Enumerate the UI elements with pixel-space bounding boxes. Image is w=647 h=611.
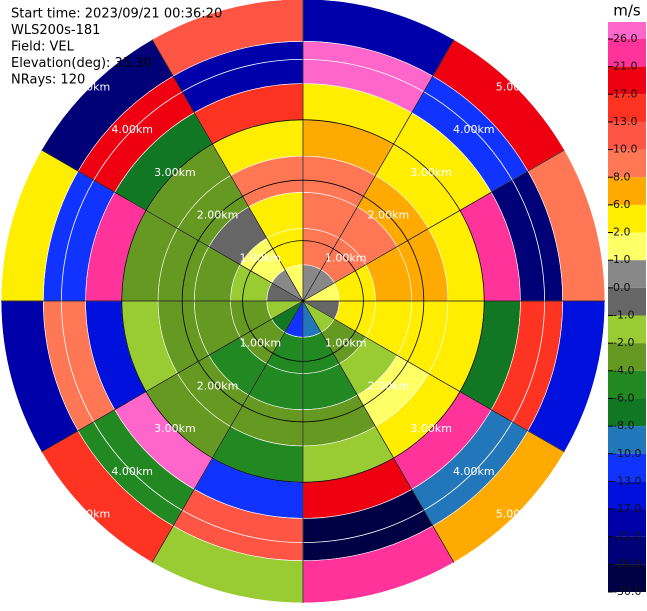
colorbar-label: -1.0	[613, 309, 634, 322]
colorbar-label: -8.0	[613, 419, 634, 432]
ring-label: 3.00km	[154, 422, 196, 435]
colorbar-bin	[608, 453, 646, 482]
colorbar-label: 8.0	[613, 170, 631, 183]
ring-label: 2.00km	[368, 379, 410, 392]
ring-label: 3.00km	[410, 166, 452, 179]
header-line: Start time: 2023/09/21 00:36:20	[11, 7, 222, 22]
colorbar-bin	[608, 370, 646, 399]
azimuth-line	[302, 300, 565, 453]
ring-label: 5.00km	[69, 508, 111, 521]
colorbar-title: m/s	[613, 2, 641, 20]
ring-label: 1.00km	[325, 337, 367, 350]
azimuth-line	[302, 300, 455, 563]
colorbar-bin	[608, 564, 646, 592]
colorbar-label: 2.0	[613, 226, 631, 239]
ring-label: 4.00km	[453, 465, 495, 478]
azimuth-line	[302, 149, 565, 302]
colorbar-bin	[608, 177, 646, 205]
annotations: 1.00km 1.00km 1.00km 1.00km 2.00km 2.00km 2.00…	[11, 7, 537, 521]
ring-label: 4.00km	[111, 123, 153, 136]
colorbar-label: -17.0	[613, 502, 641, 515]
ring-label: 5.00km	[69, 80, 111, 93]
colorbar-label: 10.0	[613, 143, 638, 156]
ring-label: 2.00km	[368, 209, 410, 222]
ring-label: 1.00km	[240, 337, 282, 350]
ring-label: 3.00km	[410, 422, 452, 435]
colorbar-bin	[608, 232, 646, 261]
colorbar-bin	[608, 94, 646, 122]
colorbar-label: 6.0	[613, 198, 631, 211]
colorbar-label: 17.0	[613, 87, 638, 100]
azimuth-line	[302, 39, 455, 302]
colorbar-label: -4.0	[613, 364, 634, 377]
colorbar-bin	[608, 426, 646, 454]
colorbar-bin	[608, 39, 646, 67]
colorbar-bin	[608, 481, 646, 510]
colorbar-label: -2.0	[613, 336, 634, 349]
colorbar-label: 26.0	[613, 32, 638, 45]
ring-label: 2.00km	[197, 379, 239, 392]
azimuth-line	[41, 300, 304, 453]
ring-label: 4.00km	[453, 123, 495, 136]
colorbar-bin	[608, 22, 646, 39]
colorbar-bin	[608, 66, 646, 95]
azimuth-line	[151, 300, 304, 563]
ring-label: 1.00km	[325, 251, 367, 264]
colorbar-label: -6.0	[613, 391, 634, 404]
colorbar-label: 1.0	[613, 253, 631, 266]
ring-label: 4.00km	[111, 465, 153, 478]
polar-grid	[0, 0, 606, 604]
colorbar-label: -10.0	[613, 447, 641, 460]
colorbar-label: -26.0	[613, 557, 641, 570]
colorbar-label: 21.0	[613, 60, 638, 73]
colorbar-bin	[608, 343, 646, 371]
colorbar: m/s 26.0 21.0 17.0 13.0 10.0 8.0 6.0 2.0 1.0 0.0 -1…	[608, 2, 646, 598]
colorbar-bin	[608, 536, 646, 565]
colorbar-label: -30.0	[613, 585, 641, 598]
header-line: Field: VEL	[11, 40, 75, 55]
colorbar-bin	[608, 398, 646, 427]
colorbar-bin	[608, 149, 646, 178]
colorbar-bin	[608, 315, 646, 344]
ring-label: 2.00km	[197, 209, 239, 222]
header-line: Elevation(deg): 35.30	[11, 56, 152, 71]
colorbar-bin	[608, 121, 646, 150]
colorbar-bin	[608, 204, 646, 233]
azimuth-line	[41, 149, 304, 302]
ring-label: 1.00km	[240, 251, 282, 264]
header-line: WLS200s-181	[11, 23, 100, 38]
ring-label: 3.00km	[154, 166, 196, 179]
colorbar-bin	[608, 287, 646, 316]
colorbar-label: 0.0	[613, 281, 631, 294]
ppi-field	[0, 0, 606, 604]
colorbar-label: -21.0	[613, 530, 641, 543]
ring-label: 5.00km	[496, 508, 538, 521]
colorbar-label: -13.0	[613, 474, 641, 487]
colorbar-label: 13.0	[613, 115, 638, 128]
colorbar-bin	[608, 509, 646, 537]
header-line: NRays: 120	[11, 73, 85, 88]
colorbar-bin	[608, 260, 646, 288]
ring-label: 5.00km	[496, 80, 538, 93]
azimuth-line	[151, 39, 304, 302]
